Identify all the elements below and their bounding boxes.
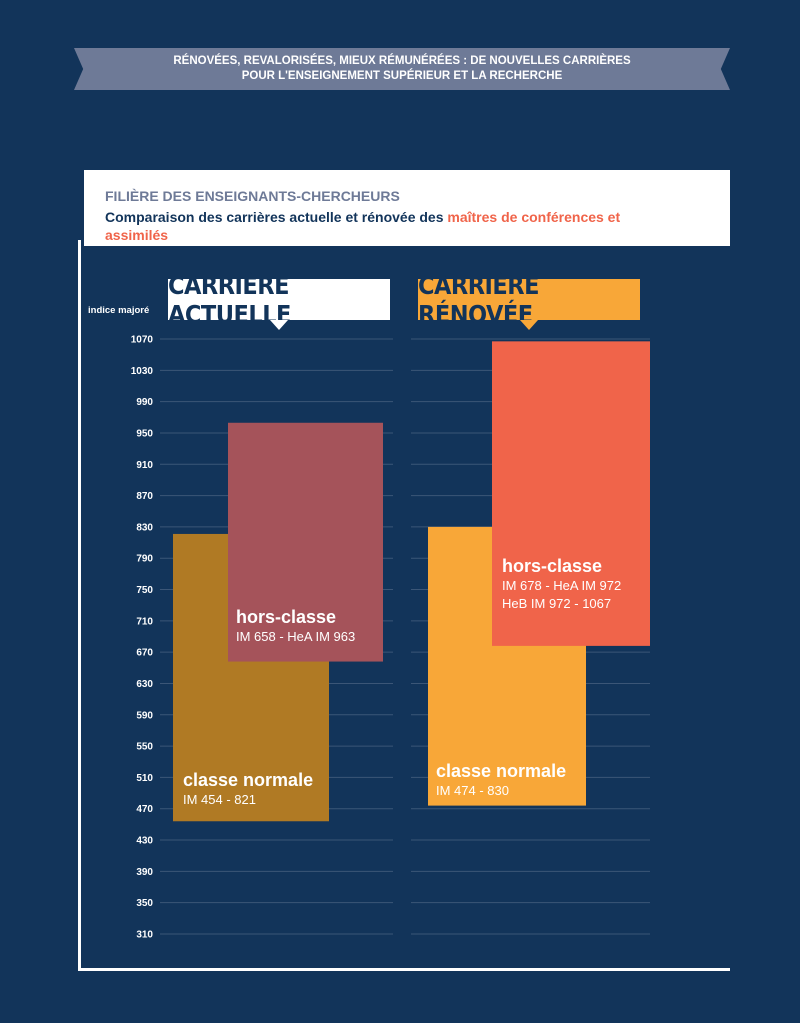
y-tick-label: 830 <box>136 522 153 533</box>
segment-range: IM 474 - 830 <box>436 783 509 798</box>
y-tick-label: 310 <box>136 930 153 941</box>
y-tick-label: 990 <box>136 397 153 408</box>
segment-name: classe normale <box>436 761 567 781</box>
y-tick-label: 430 <box>136 836 153 847</box>
segment-range: IM 454 - 821 <box>183 792 256 807</box>
y-tick-label: 950 <box>136 428 153 439</box>
title-banner: RÉNOVÉES, REVALORISÉES, MIEUX RÉMUNÉRÉES… <box>74 48 730 90</box>
y-tick-label: 790 <box>136 554 153 565</box>
y-tick-label: 870 <box>136 491 153 502</box>
bar-renovee-hors-classe <box>492 341 650 646</box>
segment-name: classe normale <box>183 770 314 790</box>
header-actuelle-pointer <box>270 320 288 330</box>
bar-actuelle-hors-classe <box>228 422 383 662</box>
y-tick-label: 630 <box>136 679 153 690</box>
segment-name: hors-classe <box>236 607 337 627</box>
panel-subtitle-highlight: maîtres de conférences et assimilés <box>105 209 621 243</box>
segment-label-renovee-hors-classe: hors-classe IM 678 - HeA IM 972 HeB IM 972… <box>502 555 621 613</box>
frame-left-border <box>78 240 81 971</box>
segment-label-actuelle-classe-normale: classe normale IM 454 - 821 <box>183 769 313 809</box>
segment-range-2: HeB IM 972 - 1067 <box>502 596 612 611</box>
y-tick-label: 510 <box>136 773 153 784</box>
segment-label-actuelle-hors-classe: hors-classe IM 658 - HeA IM 963 <box>236 606 355 646</box>
y-tick-label: 710 <box>136 616 153 627</box>
banner-line-2: POUR L'ENSEIGNEMENT SUPÉRIEUR ET LA RECH… <box>241 70 563 82</box>
y-tick-label: 750 <box>136 585 153 596</box>
segment-range: IM 678 - HeA IM 972 <box>502 578 622 593</box>
y-tick-label: 1070 <box>131 335 154 346</box>
y-tick-label: 670 <box>136 648 153 659</box>
frame-bottom-border <box>78 968 730 971</box>
y-tick-label: 550 <box>136 742 153 753</box>
banner-line-1: RÉNOVÉES, REVALORISÉES, MIEUX RÉMUNÉRÉES… <box>173 55 631 67</box>
y-tick-label: 590 <box>136 710 153 721</box>
title-panel: FILIÈRE DES ENSEIGNANTS-CHERCHEURS Compa… <box>78 170 730 246</box>
panel-subtitle: Comparaison des carrières actuelle et ré… <box>105 208 665 244</box>
panel-title: FILIÈRE DES ENSEIGNANTS-CHERCHEURS <box>105 188 400 204</box>
y-axis-label: indice majoré <box>88 305 150 316</box>
segment-name: hors-classe <box>502 556 603 576</box>
panel-accent-bar <box>78 170 84 246</box>
header-renovee-pointer <box>520 320 538 330</box>
y-tick-label: 390 <box>136 867 153 878</box>
y-tick-label: 910 <box>136 460 153 471</box>
y-tick-label: 1030 <box>131 366 154 377</box>
y-tick-label: 350 <box>136 898 153 909</box>
segment-label-renovee-classe-normale: classe normale IM 474 - 830 <box>436 760 566 800</box>
segment-range: IM 658 - HeA IM 963 <box>236 629 356 644</box>
y-tick-label: 470 <box>136 804 153 815</box>
panel-subtitle-prefix: Comparaison des carrières actuelle et ré… <box>105 209 448 225</box>
